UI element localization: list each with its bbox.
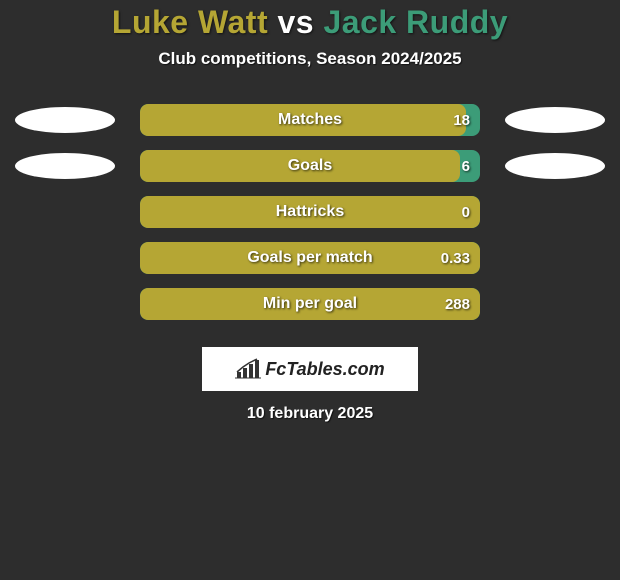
stat-label: Min per goal: [140, 288, 480, 320]
subtitle: Club competitions, Season 2024/2025: [0, 49, 620, 69]
comparison-card: Luke Watt vs Jack Ruddy Club competition…: [0, 0, 620, 580]
barchart-icon: [235, 358, 261, 380]
stat-row: Goals6: [0, 143, 620, 189]
stat-bar: Goals6: [140, 150, 480, 182]
stat-row: Hattricks0: [0, 189, 620, 235]
logo-box[interactable]: FcTables.com: [202, 347, 418, 391]
stat-label: Matches: [140, 104, 480, 136]
stat-value: 0.33: [441, 242, 470, 274]
date-line: 10 february 2025: [0, 405, 620, 423]
logo-text: FcTables.com: [265, 359, 384, 380]
page-title: Luke Watt vs Jack Ruddy: [0, 4, 620, 41]
stat-value: 6: [462, 150, 470, 182]
right-side: [500, 153, 610, 179]
ball-icon: [505, 107, 605, 133]
left-side: [10, 107, 120, 133]
stat-value: 18: [453, 104, 470, 136]
player1-name: Luke Watt: [112, 4, 268, 40]
stat-bar: Hattricks0: [140, 196, 480, 228]
stat-bar: Min per goal288: [140, 288, 480, 320]
stat-label: Goals per match: [140, 242, 480, 274]
stat-bar: Goals per match0.33: [140, 242, 480, 274]
stat-value: 0: [462, 196, 470, 228]
vs-separator: vs: [277, 4, 314, 40]
stat-row: Min per goal288: [0, 281, 620, 327]
right-side: [500, 107, 610, 133]
stat-bar: Matches18: [140, 104, 480, 136]
stat-value: 288: [445, 288, 470, 320]
stat-label: Hattricks: [140, 196, 480, 228]
stat-rows: Matches18 Goals6 Hattricks0 Goals per match…: [0, 97, 620, 327]
stat-label: Goals: [140, 150, 480, 182]
stat-row: Goals per match0.33: [0, 235, 620, 281]
stat-row: Matches18: [0, 97, 620, 143]
left-side: [10, 153, 120, 179]
ball-icon: [15, 107, 115, 133]
ball-icon: [505, 153, 605, 179]
ball-icon: [15, 153, 115, 179]
player2-name: Jack Ruddy: [323, 4, 508, 40]
